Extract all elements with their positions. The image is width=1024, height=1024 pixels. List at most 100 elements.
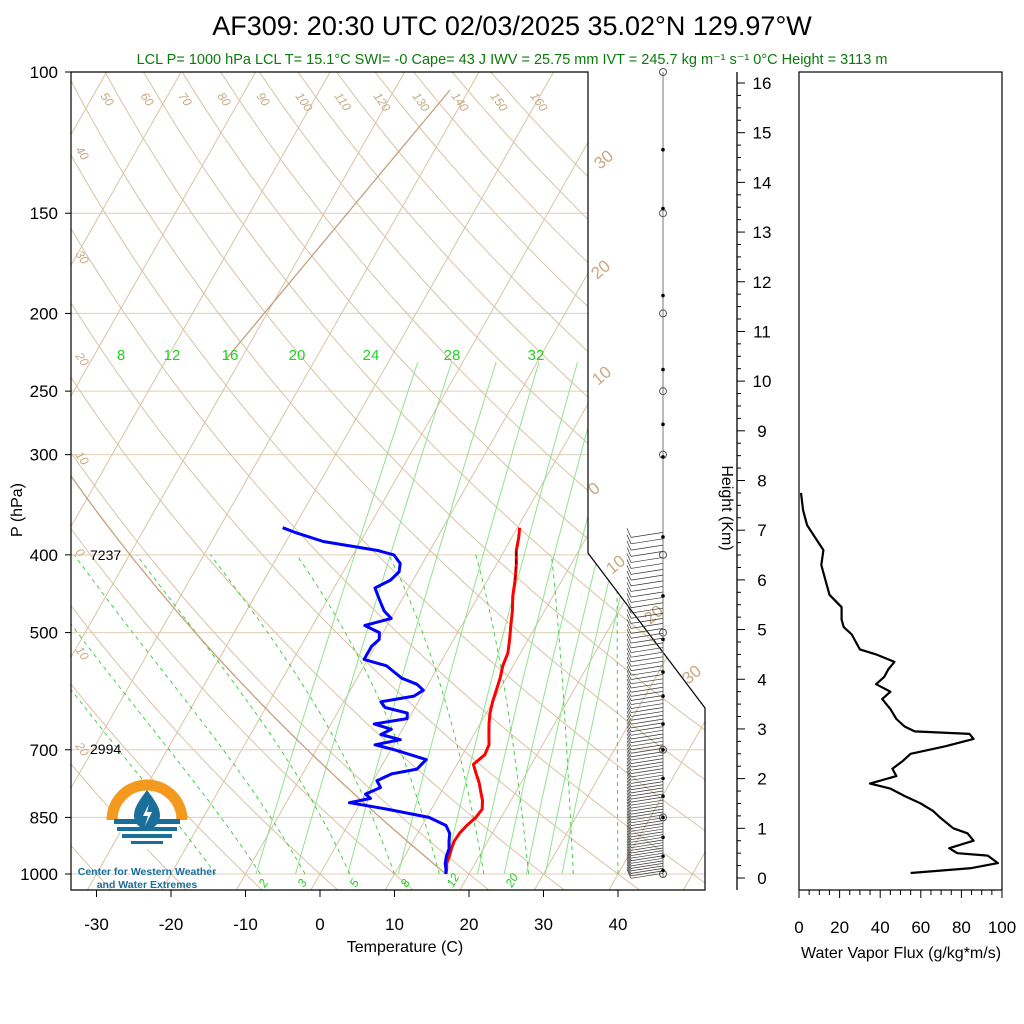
- wind-barb-flag: [626, 722, 632, 732]
- barb-dot: [661, 594, 665, 598]
- wind-barb: [630, 642, 664, 649]
- wind-barb-flag: [626, 838, 632, 848]
- mixing-ratio-line: [477, 361, 607, 875]
- isotherm-label: 70: [176, 90, 195, 109]
- height-tick-label: 1: [757, 819, 766, 838]
- wind-barb-flag: [626, 687, 632, 697]
- wind-barb: [630, 651, 664, 658]
- wind-barb: [630, 744, 664, 751]
- wind-barb-flag: [626, 866, 632, 876]
- barb-dot: [661, 670, 665, 674]
- moist-adiabat: [210, 554, 395, 875]
- skewt-background: [71, 72, 705, 890]
- wind-barb: [630, 808, 664, 815]
- wind-barb: [630, 771, 664, 778]
- wind-barb: [630, 857, 664, 864]
- height-tick-label: 5: [757, 621, 766, 640]
- wind-barb: [630, 703, 664, 709]
- wind-barb: [630, 781, 664, 787]
- wind-barb: [630, 847, 664, 854]
- wind-barb: [630, 669, 664, 676]
- wind-barb-flag: [626, 780, 632, 790]
- wind-barb: [630, 674, 664, 680]
- wind-barb-flag: [626, 754, 632, 764]
- skewt-profiles: [282, 526, 522, 875]
- wind-barb: [630, 868, 664, 874]
- wind-barb-flag: [626, 582, 632, 592]
- wind-barb: [630, 538, 664, 545]
- annotation-lower: 2994: [90, 741, 121, 757]
- wind-barb: [630, 718, 664, 725]
- isotherm: [71, 72, 352, 890]
- x-axis-label: Temperature (C): [347, 939, 463, 956]
- parcel-dashed: [514, 550, 517, 581]
- temperature-profile: [444, 527, 522, 875]
- dry-adiabat: [459, 72, 705, 890]
- wvf-tick-label: 60: [911, 918, 930, 937]
- wind-barb: [630, 768, 664, 774]
- wind-barb-flag: [626, 861, 632, 872]
- wind-barb-flag: [626, 633, 632, 644]
- wind-barb-flag: [626, 774, 632, 784]
- annotation-upper: 7237: [90, 547, 121, 563]
- wind-barb: [630, 551, 664, 557]
- isotherm-label: 150: [488, 90, 511, 115]
- isotherm-label-left: 40: [73, 144, 92, 163]
- wind-barb-flag: [626, 674, 632, 684]
- wind-barb: [630, 733, 664, 740]
- wind-barb-flag: [626, 764, 632, 774]
- pressure-tick-label: 200: [30, 304, 58, 323]
- isotherm: [86, 72, 575, 890]
- wind-barb-flag: [626, 678, 632, 689]
- mixing-ratio-line: [255, 361, 419, 875]
- wind-barb-flag: [626, 841, 632, 851]
- isotherm-label-right: 0: [584, 478, 603, 499]
- wind-barb-flag: [626, 793, 632, 803]
- mixing-ratio-line: [397, 361, 540, 875]
- wind-barbs: [626, 68, 667, 879]
- temp-tick-label: 40: [609, 915, 628, 934]
- wvf-tick-label: 20: [830, 918, 849, 937]
- barb-level-circle: [659, 387, 667, 396]
- wind-barb-flag: [626, 816, 632, 826]
- barb-dot: [661, 147, 665, 152]
- wvf-x-axis-label: Water Vapor Flux (g/kg*m/s): [801, 945, 1001, 962]
- wvf-tick-label: 40: [871, 918, 890, 937]
- isotherm-label: 130: [410, 90, 433, 115]
- height-tick-label: 12: [753, 273, 772, 292]
- wind-barb-flag: [626, 559, 632, 569]
- wind-barb: [630, 544, 664, 551]
- wind-barb-flag: [626, 593, 632, 603]
- barb-dot: [661, 722, 665, 726]
- isotherm-label: 140: [449, 90, 472, 115]
- wind-barb: [630, 618, 664, 624]
- wind-barb-flag: [626, 824, 632, 835]
- logo-line2: and Water Extremes: [97, 879, 198, 891]
- wind-barb: [630, 863, 664, 869]
- wind-barb-flag: [626, 869, 632, 879]
- dewpoint-profile: [282, 526, 452, 874]
- isotherm-label-right: 20: [587, 256, 614, 283]
- wind-barb-flag: [626, 614, 632, 624]
- wind-barb-flag: [626, 849, 632, 859]
- wind-barb: [630, 678, 664, 685]
- dry-adiabat: [309, 72, 705, 890]
- wind-barb-flag: [626, 796, 632, 806]
- height-tick-label: 10: [753, 372, 772, 391]
- isotherm: [71, 72, 501, 890]
- wind-barb: [630, 865, 664, 872]
- wind-barb-flag: [626, 843, 632, 854]
- wind-barb-flag: [626, 683, 632, 693]
- wvf-frame: [798, 71, 1003, 891]
- wind-barb: [630, 722, 664, 729]
- isotherm-label-left: 20: [72, 349, 92, 369]
- isotherm-label-right: 10: [602, 551, 629, 578]
- logo-emblem: [106, 779, 188, 849]
- wind-barb: [630, 740, 664, 747]
- parcel-path-upper: [225, 89, 451, 360]
- height-tick-label: 6: [757, 571, 766, 590]
- barb-level-circle: [659, 628, 667, 637]
- dry-adiabat: [122, 72, 705, 890]
- mixing-ratio-line: [347, 361, 497, 875]
